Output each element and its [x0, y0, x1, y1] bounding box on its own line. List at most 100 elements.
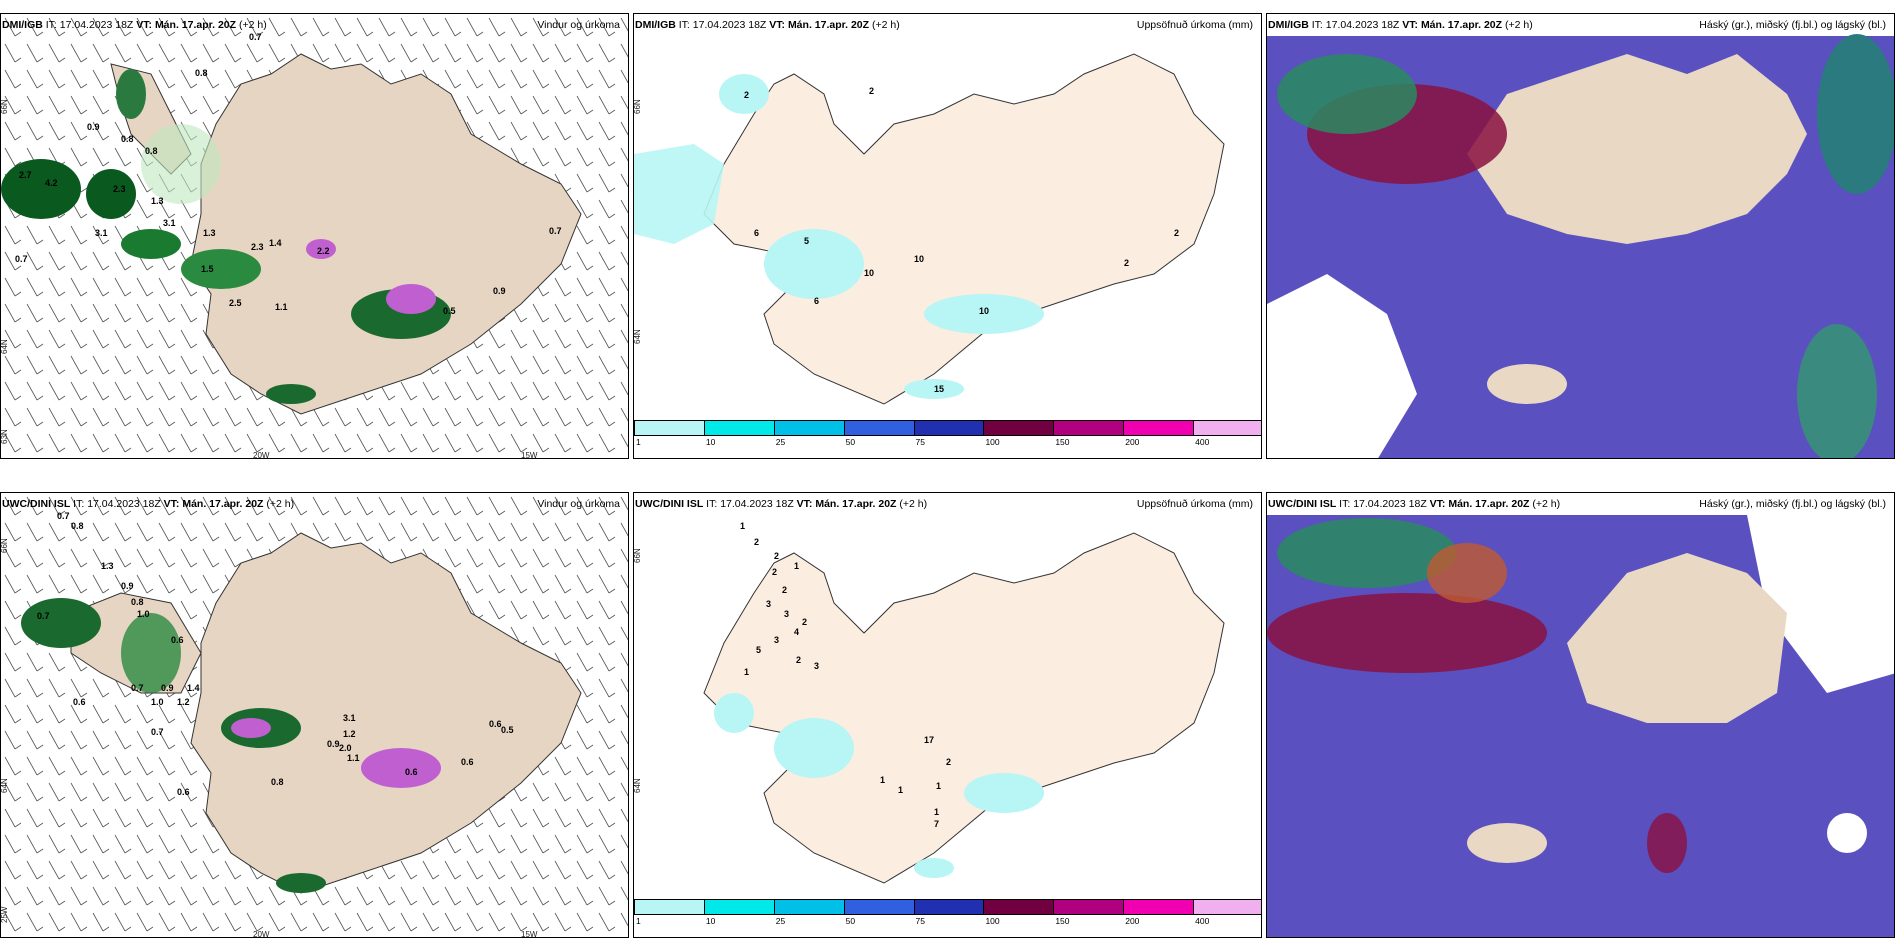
value-label: 1	[936, 781, 941, 791]
value-label: 1.3	[151, 196, 164, 206]
clear-area	[1267, 274, 1417, 458]
lat-label: 66N	[1, 538, 9, 553]
lon-label: 15W	[521, 930, 538, 938]
iceland-outline	[703, 532, 1225, 884]
precip-intense	[361, 748, 441, 788]
wind-precip-map: 66N 64N 25W 20W 15W 0.70.81.30.70.90.81.…	[1, 493, 628, 938]
high-cloud-area	[1797, 324, 1877, 458]
accum-area	[634, 144, 724, 244]
vt-label: VT:	[163, 498, 180, 510]
colorbar-tick: 200	[1125, 437, 1140, 447]
vt-label: VT:	[1402, 19, 1419, 31]
value-label: 1	[794, 561, 799, 571]
accum-precip-map: 66N 64N 2 2 6 5 6 10 10 10 2 2 15	[634, 53, 1225, 405]
value-label: 0.7	[549, 226, 562, 236]
value-label: 0.9	[493, 286, 506, 296]
panel-title: Uppsöfnuð úrkoma (mm)	[1136, 498, 1253, 510]
value-label: 1.1	[347, 753, 360, 763]
model-name: DMI/IGB	[2, 19, 43, 31]
lat-label: 64N	[1, 339, 9, 354]
colorbar-tick: 10	[705, 916, 716, 926]
lat-label: 66N	[1, 99, 9, 114]
panel-header: DMI/IGB IT: 17.04.2023 18Z VT: Mán. 17.a…	[1267, 14, 1894, 36]
valid-time: Mán. 17.apr. 20Z	[815, 498, 897, 510]
value-label: 1.1	[275, 302, 288, 312]
precip-colorbar: 1 10 25 50 75 100 150 200 400	[634, 420, 1261, 448]
lead-time: (+2 h)	[1504, 19, 1533, 31]
colorbar-tick: 200	[1125, 916, 1140, 926]
precip-intense	[386, 284, 436, 314]
model-name: UWC/DINI ISL	[635, 498, 704, 510]
it-label: IT:	[1311, 19, 1323, 31]
lead-time: (+2 h)	[266, 498, 295, 510]
value-label: 3.1	[95, 228, 108, 238]
panel-accum-precip-dmi: DMI/IGB IT: 17.04.2023 18Z VT: Mán. 17.a…	[633, 13, 1262, 459]
precip-intense	[306, 239, 336, 259]
value-label: 1.3	[203, 228, 216, 238]
value-label: 0.9	[87, 122, 100, 132]
colorbar-tick: 75	[915, 437, 926, 447]
value-label: 15	[934, 384, 944, 394]
colorbar-swatch	[1053, 420, 1125, 436]
clear-area	[1827, 813, 1867, 853]
value-label: 0.8	[121, 134, 134, 144]
value-label: 2	[782, 585, 787, 595]
colorbar-tick: 1	[636, 437, 641, 447]
panel-wind-precip-dmi: DMI/IGB IT: 17.04.2023 18Z VT: Mán. 17.a…	[0, 13, 629, 459]
panel-header: DMI/IGB IT: 17.04.2023 18Z VT: Mán. 17.a…	[1, 14, 628, 36]
vt-label: VT:	[769, 19, 786, 31]
precip-colorbar: 1 10 25 50 75 100 150 200 400	[634, 899, 1261, 927]
panel-title: Háský (gr.), miðský (fj.bl.) og lágský (…	[1699, 498, 1886, 510]
lead-time: (+2 h)	[1532, 498, 1561, 510]
value-label: 1.0	[137, 609, 150, 619]
value-label: 0.7	[57, 511, 70, 521]
colorbar-tick: 50	[845, 916, 856, 926]
colorbar-tick: 100	[985, 916, 1000, 926]
value-label: 10	[914, 254, 924, 264]
colorbar-swatch	[634, 420, 705, 436]
lat-label: 66N	[634, 548, 642, 563]
lat-label: 63N	[1, 429, 9, 444]
value-label: 4.2	[45, 178, 58, 188]
vt-label: VT:	[136, 19, 153, 31]
value-label: 1	[934, 807, 939, 817]
value-label: 0.6	[489, 719, 502, 729]
init-time: 17.04.2023 18Z	[87, 498, 161, 510]
init-time: 17.04.2023 18Z	[1325, 19, 1400, 31]
high-cloud-area	[1277, 518, 1457, 588]
it-label: IT:	[706, 498, 718, 510]
value-label: 3	[814, 661, 819, 671]
init-time: 17.04.2023 18Z	[692, 19, 767, 31]
value-label: 1.2	[177, 697, 190, 707]
value-label: 2.0	[339, 743, 352, 753]
precip-area	[276, 873, 326, 893]
colorbar-swatch	[634, 899, 705, 915]
iceland-outline	[703, 53, 1225, 405]
accum-area	[964, 773, 1044, 813]
value-label: 2	[802, 617, 807, 627]
colorbar-swatch	[913, 420, 985, 436]
accum-area	[764, 229, 864, 299]
valid-time: Mán. 17.apr. 20Z	[1420, 19, 1503, 31]
lon-label: 20W	[253, 930, 270, 938]
precip-area	[21, 598, 101, 648]
value-label: 1	[744, 667, 749, 677]
value-label: 1.3	[101, 561, 114, 571]
value-label: 0.7	[15, 254, 28, 264]
value-label: 1.4	[269, 238, 282, 248]
value-label: 6	[754, 228, 759, 238]
colorbar-swatch	[1123, 420, 1195, 436]
colorbar-tick: 50	[845, 437, 856, 447]
precip-area	[266, 384, 316, 404]
accum-area	[924, 294, 1044, 334]
value-label: 3	[766, 599, 771, 609]
panel-title: Vindur og úrkoma	[537, 19, 620, 31]
precip-area	[1, 159, 81, 219]
value-label: 1	[898, 785, 903, 795]
cloud-cover-map	[1267, 34, 1894, 458]
value-label: 2	[1124, 258, 1129, 268]
lead-time: (+2 h)	[899, 498, 928, 510]
value-label: 2	[946, 757, 951, 767]
colorbar-swatch	[843, 420, 915, 436]
